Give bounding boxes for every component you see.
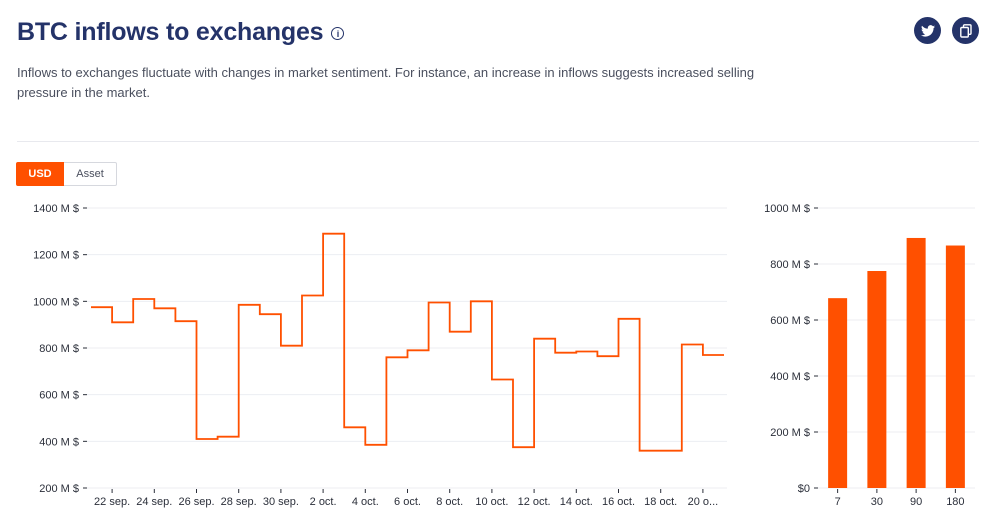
x-tick-label: 4 oct. (352, 496, 379, 508)
y-tick-label: 1000 M $ (764, 203, 810, 215)
bar-90 (906, 237, 926, 488)
x-tick-label: 90 (910, 496, 922, 508)
copy-link-button[interactable] (952, 17, 979, 44)
x-tick-label: 20 o... (688, 496, 719, 508)
chart-description: Inflows to exchanges fluctuate with chan… (17, 65, 755, 100)
y-tick-label: 200 M $ (39, 483, 79, 495)
x-tick-label: 7 (835, 496, 841, 508)
share-buttons (914, 17, 979, 44)
y-tick-label: 1200 M $ (33, 250, 79, 262)
x-tick-label: 18 oct. (644, 496, 677, 508)
twitter-share-button[interactable] (914, 17, 941, 44)
inflows-line-chart: 200 M $ 400 M $ 600 M $ 800 M $ 1000 M $ 1200… (33, 203, 727, 508)
y-tick-label: 600 M $ (39, 390, 79, 402)
x-tick-label: 6 oct. (394, 496, 421, 508)
bar-30 (867, 271, 887, 488)
twitter-icon (920, 24, 935, 37)
page-title: BTC inflows to exchanges (17, 18, 324, 46)
y-tick-label: $0 (798, 483, 810, 495)
inflows-bar-chart: $0 200 M $ 400 M $ 600 M $ 800 M $ 1000 M $ 7 3… (764, 203, 975, 508)
x-tick-label: 28 sep. (221, 496, 257, 508)
x-tick-label: 180 (946, 496, 964, 508)
page-title-row: BTC inflows to exchanges i (17, 18, 345, 47)
x-tick-label: 12 oct. (518, 496, 551, 508)
y-tick-label: 200 M $ (770, 427, 810, 439)
copy-icon (959, 23, 972, 38)
bar-7 (828, 298, 848, 488)
x-tick-label: 30 sep. (263, 496, 299, 508)
info-icon[interactable]: i (331, 27, 345, 40)
x-tick-label: 14 oct. (560, 496, 593, 508)
asset-toggle-button[interactable]: Asset (64, 162, 117, 186)
y-tick-label: 1400 M $ (33, 203, 79, 215)
y-tick-label: 400 M $ (39, 436, 79, 448)
x-tick-label: 10 oct. (475, 496, 508, 508)
usd-toggle-button[interactable]: USD (16, 162, 64, 186)
y-tick-label: 1000 M $ (33, 296, 79, 308)
y-tick-label: 800 M $ (39, 343, 79, 355)
divider (17, 141, 979, 142)
x-tick-label: 22 sep. (94, 496, 130, 508)
y-tick-label: 800 M $ (770, 259, 810, 271)
y-tick-label: 400 M $ (770, 371, 810, 383)
x-tick-label: 26 sep. (178, 496, 214, 508)
x-tick-label: 24 sep. (136, 496, 172, 508)
x-tick-label: 8 oct. (436, 496, 463, 508)
inflow-series-line (91, 232, 724, 452)
x-tick-label: 30 (871, 496, 883, 508)
x-tick-label: 2 oct. (310, 496, 337, 508)
y-tick-label: 600 M $ (770, 315, 810, 327)
currency-toggle: USD Asset (16, 162, 117, 186)
x-tick-label: 16 oct. (602, 496, 635, 508)
bar-180 (945, 245, 965, 488)
